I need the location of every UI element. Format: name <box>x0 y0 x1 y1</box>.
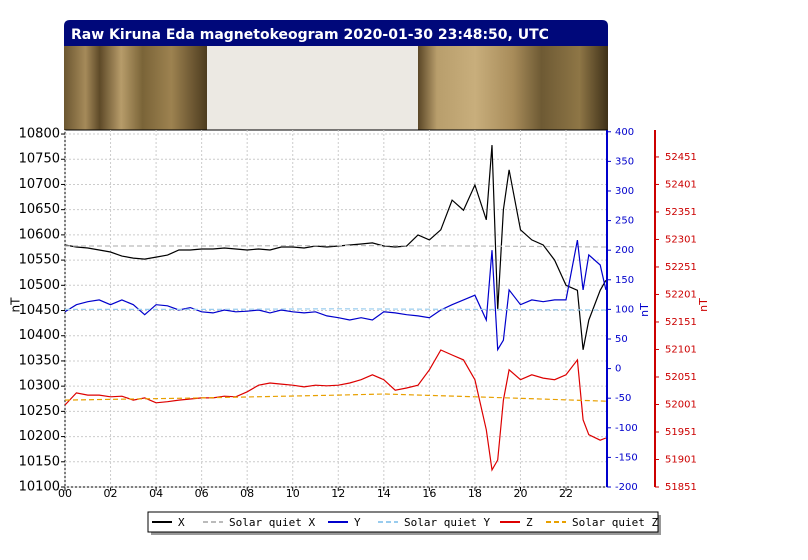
y3-tick-label: 51951 <box>665 427 697 438</box>
x-tick-label: 08 <box>240 487 254 500</box>
y2-tick-label: 150 <box>615 275 634 286</box>
x-tick-label: 14 <box>377 487 391 500</box>
x-tick-label: 22 <box>559 487 573 500</box>
y3-tick-label: 52251 <box>665 262 697 273</box>
series-line <box>64 239 607 352</box>
y-tick-label: 10300 <box>19 379 60 394</box>
series-line <box>64 349 607 472</box>
y-tick-label: 10500 <box>19 278 60 293</box>
y3-tick-label: 52101 <box>665 344 697 355</box>
x-tick-label: 06 <box>195 487 209 500</box>
y2-tick-label: 400 <box>615 127 634 138</box>
y2-axis-label: nT <box>638 303 651 317</box>
y-axis-label: nT <box>9 297 23 313</box>
y2-tick-label: -150 <box>615 452 638 463</box>
y2-tick-label: 0 <box>615 364 621 375</box>
y-tick-label: 10100 <box>19 480 60 495</box>
x-tick-label: 12 <box>331 487 345 500</box>
plot-area <box>64 129 608 488</box>
y3-tick-label: 52001 <box>665 399 697 410</box>
legend-label: Solar quiet X <box>229 516 315 529</box>
y-tick-label: 10800 <box>19 127 60 142</box>
y3-tick-label: 52451 <box>665 152 697 163</box>
x-tick-label: 04 <box>149 487 163 500</box>
y2-tick-label: 50 <box>615 334 628 345</box>
y-tick-label: 10200 <box>19 429 60 444</box>
legend-label: X <box>178 516 185 529</box>
y-tick-label: 10600 <box>19 227 60 242</box>
keogram-image <box>64 46 207 130</box>
y2-tick-label: -100 <box>615 423 638 434</box>
y3-tick-label: 52201 <box>665 289 697 300</box>
keogram-gap <box>207 46 418 130</box>
x-tick-label: 02 <box>104 487 118 500</box>
keogram-image <box>418 46 608 130</box>
series-line <box>64 393 606 402</box>
y3-tick-label: 52051 <box>665 372 697 383</box>
x-tick-label: 16 <box>422 487 436 500</box>
x-tick-label: 10 <box>286 487 300 500</box>
series-line <box>65 244 606 248</box>
y3-tick-label: 52351 <box>665 207 697 218</box>
legend-label: Y <box>354 516 361 529</box>
y2-tick-label: 350 <box>615 156 634 167</box>
y2-tick-label: -200 <box>615 482 638 493</box>
y2-tick-label: -50 <box>615 393 631 404</box>
chart-title: Raw Kiruna Eda magnetokeogram 2020-01-30… <box>71 27 549 43</box>
y-tick-label: 10150 <box>19 454 60 469</box>
x-tick-label: 18 <box>468 487 482 500</box>
x-tick-label: 00 <box>58 487 72 500</box>
series-line <box>64 145 607 350</box>
y3-tick-label: 52301 <box>665 234 697 245</box>
y2-tick-label: 200 <box>615 245 634 256</box>
legend-label: Solar quiet Y <box>404 516 490 529</box>
y3-tick-label: 52401 <box>665 179 697 190</box>
y3-tick-label: 52151 <box>665 317 697 328</box>
y-tick-label: 10550 <box>19 253 60 268</box>
y-tick-label: 10350 <box>19 353 60 368</box>
legend-label: Z <box>526 516 533 529</box>
x-tick-label: 20 <box>513 487 527 500</box>
y-tick-label: 10750 <box>19 152 60 167</box>
y-tick-label: 10400 <box>19 328 60 343</box>
legend-label: Solar quiet Z <box>572 516 658 529</box>
title-bar <box>64 20 608 46</box>
y-tick-label: 10250 <box>19 404 60 419</box>
y-tick-label: 10650 <box>19 202 60 217</box>
y3-tick-label: 51901 <box>665 454 697 465</box>
y-tick-label: 10450 <box>19 303 60 318</box>
y3-axis-label: nT <box>697 298 710 312</box>
y2-tick-label: 250 <box>615 216 634 227</box>
y2-tick-label: 300 <box>615 186 634 197</box>
legend <box>147 511 659 533</box>
y-tick-label: 10700 <box>19 177 60 192</box>
y3-tick-label: 51851 <box>665 482 697 493</box>
y2-tick-label: 100 <box>615 304 634 315</box>
series-line <box>65 308 606 311</box>
